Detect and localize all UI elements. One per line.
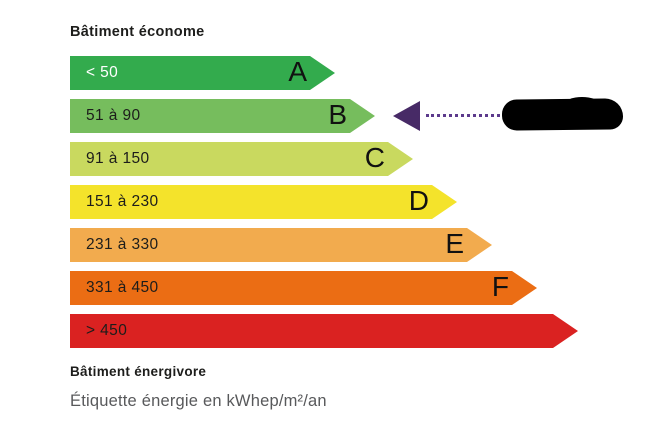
energy-class-scale: < 50 A 51 à 90 B 91 à 150 C 151 à 230 D 231 à 33… [70,56,667,348]
pointer-arrow-icon [393,101,420,131]
class-letter: B [328,98,347,130]
energy-class-row-g: > 450 [70,314,667,348]
range-label: 231 à 330 [86,236,159,253]
energy-class-row-d: 151 à 230 D [70,185,667,219]
range-label: 151 à 230 [86,193,159,210]
energy-intensive-building-label: Bâtiment énergivore [70,364,207,379]
energy-class-row-b: 51 à 90 B [70,97,667,133]
class-letter: E [445,227,464,259]
energy-bar: 51 à 90 B [70,99,375,133]
energy-class-row-e: 231 à 330 E [70,228,667,262]
energy-bar: < 50 A [70,56,335,90]
redacted-value-scribble [501,98,624,131]
range-label: 91 à 150 [86,150,150,167]
range-label: 51 à 90 [86,107,141,124]
energy-bar: > 450 [70,314,578,348]
range-label: > 450 [86,322,128,339]
range-label: < 50 [86,64,119,81]
energy-bar: 91 à 150 C [70,142,413,176]
energy-class-row-a: < 50 A [70,56,667,90]
energy-class-row-c: 91 à 150 C [70,142,667,176]
class-letter: F [491,270,509,302]
range-label: 331 à 450 [86,279,159,296]
redacted-value-scribble [565,97,599,111]
class-letter: D [408,184,429,216]
energy-class-row-f: 331 à 450 F [70,271,667,305]
chart-caption: Étiquette énergie en kWhep/m²/an [70,392,327,410]
class-letter: A [288,55,307,87]
economical-building-label: Bâtiment économe [70,24,205,40]
energy-bar: 151 à 230 D [70,185,457,219]
dotted-connector-line [426,114,500,117]
energy-bar: 331 à 450 F [70,271,537,305]
energy-bar: 231 à 330 E [70,228,492,262]
class-letter: C [364,141,385,173]
